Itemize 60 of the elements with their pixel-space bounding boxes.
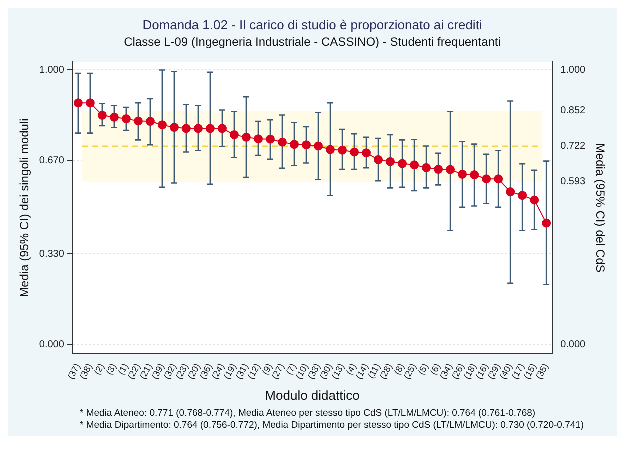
point xyxy=(302,140,311,150)
point xyxy=(362,148,372,158)
point xyxy=(110,112,119,122)
text: * Media Ateneo: 0.771 (0.768-0.774), Media Ateneo per stesso tipo CdS (LT/LM/LMCU): 0.764 (0.761-0.768) xyxy=(80,408,537,420)
y2-tick-label: 0.852 xyxy=(560,106,586,117)
y-axis-title: Media (95% CI) dei singoli moduli xyxy=(18,118,32,298)
chart-subtitle: Classe L-09 (Ingegneria Industriale - CASSINO) - Studenti frequentanti xyxy=(124,35,501,50)
point xyxy=(206,124,215,134)
point xyxy=(290,140,299,150)
x-tick-label: (2) xyxy=(92,362,106,377)
point xyxy=(494,174,504,184)
y2-axis-title: Media (95% CI) del CdS xyxy=(593,143,608,273)
point xyxy=(458,170,468,179)
point xyxy=(530,196,540,205)
point xyxy=(482,174,492,184)
y2-tick-label: 0.593 xyxy=(560,176,586,188)
y-tick-label: 0.000 xyxy=(39,339,65,350)
point xyxy=(506,188,516,197)
point xyxy=(410,160,420,170)
y2-tick-label: 0.722 xyxy=(560,141,586,152)
point xyxy=(170,123,179,132)
point xyxy=(158,120,167,130)
x-tick-label: (3) xyxy=(104,362,118,377)
point xyxy=(350,148,360,157)
x-axis-title: Modulo didattico xyxy=(265,388,360,403)
point xyxy=(434,165,444,174)
point xyxy=(194,124,203,134)
y2-tick-label: 1.000 xyxy=(560,64,586,76)
point xyxy=(338,146,348,155)
y2-tick-label: 0.000 xyxy=(560,339,586,350)
point xyxy=(386,157,396,166)
point xyxy=(122,114,131,124)
point xyxy=(182,124,191,134)
point xyxy=(218,124,227,134)
y-tick-label: 0.670 xyxy=(39,156,65,166)
point xyxy=(146,117,155,126)
point xyxy=(518,191,528,200)
text: * Media Dipartimento: 0.764 (0.756-0.772), Media Dipartimento per stesso tipo CdS (LT/LM/LMCU): 0.730 (0.720-0.741) xyxy=(80,420,586,432)
point xyxy=(278,138,287,147)
point xyxy=(230,130,239,140)
x-tick-label: (37) xyxy=(66,362,82,381)
point xyxy=(422,163,432,172)
point xyxy=(446,165,456,174)
point xyxy=(242,132,251,142)
x-tick-label: (5) xyxy=(416,362,430,377)
chart-title: Domanda 1.02 - Il carico di studio è proporzionato ai crediti xyxy=(142,17,482,32)
point xyxy=(266,134,275,144)
point xyxy=(74,98,83,108)
point xyxy=(254,134,263,144)
point xyxy=(542,218,552,228)
point xyxy=(398,159,408,168)
point xyxy=(314,142,323,151)
point xyxy=(326,145,336,154)
y-tick-label: 0.330 xyxy=(39,248,65,260)
point xyxy=(86,98,95,108)
point xyxy=(374,155,384,164)
y-tick-label: 1.000 xyxy=(39,64,65,76)
point xyxy=(470,170,480,180)
point xyxy=(134,116,143,126)
point xyxy=(98,110,107,120)
